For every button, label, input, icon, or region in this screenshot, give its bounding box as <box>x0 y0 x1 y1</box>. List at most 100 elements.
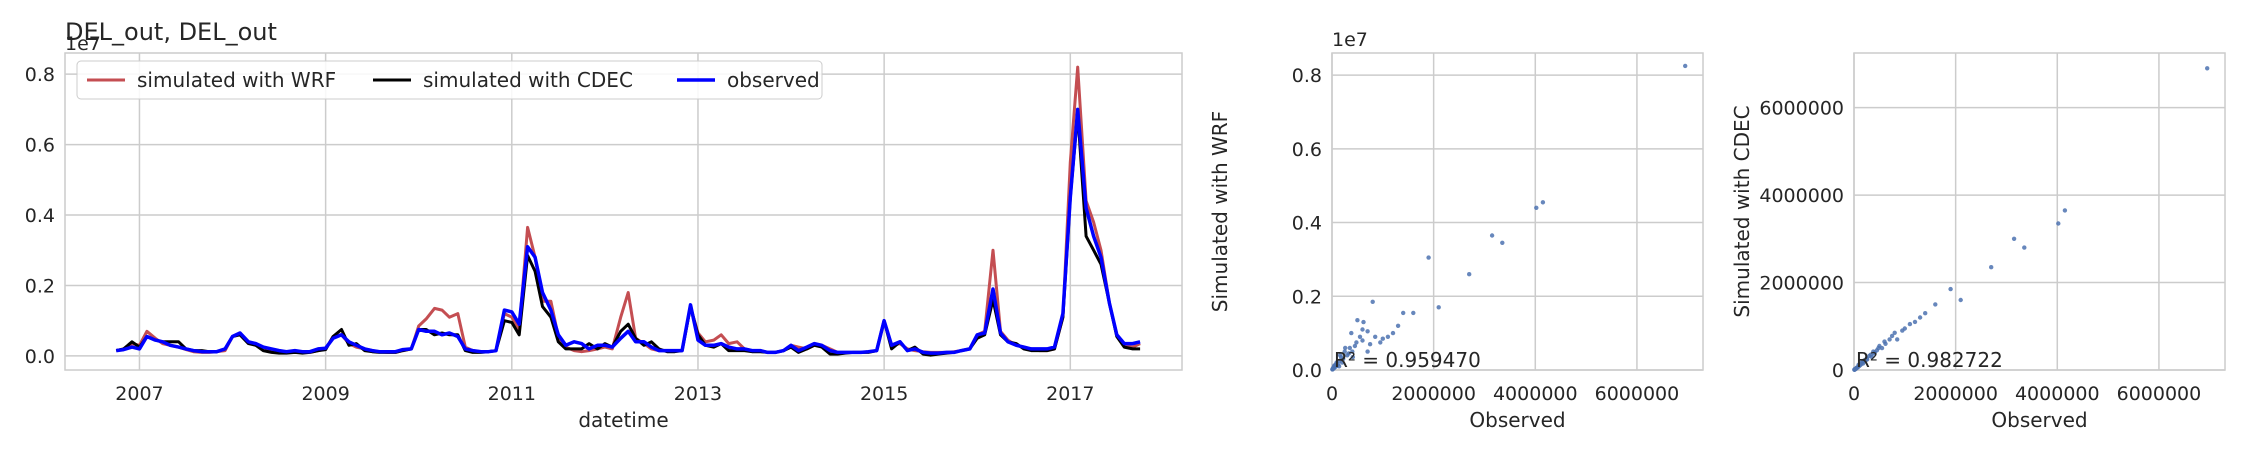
scatter-point <box>1352 343 1358 349</box>
scatter-point <box>1858 362 1864 367</box>
scatter-point <box>1378 340 1383 345</box>
scatter-point <box>1436 305 1441 310</box>
scatter-point <box>1872 350 1878 355</box>
x-tick-label: 2000000 <box>1391 383 1476 405</box>
y-tick-label: 2000000 <box>1759 273 1844 295</box>
x-tick-label: 0 <box>1848 383 1860 405</box>
x-tick-label: 2007 <box>115 383 163 405</box>
series-line-2 <box>115 107 1141 355</box>
scatter-point <box>1883 341 1888 346</box>
x-tick-label: 4000000 <box>2015 383 2100 405</box>
wrf-scatter-panel: 0 2000000 4000000 6000000 0.0 0.2 0.4 0.6 0.8 Obs… <box>1208 29 1704 432</box>
legend-label: observed <box>727 68 820 92</box>
y-tick-label: 0.2 <box>1292 286 1322 308</box>
x-axis-label: Observed <box>1991 408 2087 432</box>
scatter-point <box>1349 330 1354 336</box>
scatter-point <box>1895 337 1900 342</box>
x-axis-label: datetime <box>578 408 668 432</box>
scatter-point <box>1385 334 1391 339</box>
scatter-point <box>1365 329 1370 334</box>
y-tick-label: 6000000 <box>1759 98 1844 120</box>
x-tick-label: 6000000 <box>1595 383 1680 405</box>
y-tick-label: 0.8 <box>1292 65 1322 87</box>
x-tick-label: 2009 <box>301 383 349 405</box>
scatter-point <box>1892 330 1897 335</box>
scatter-point <box>1426 255 1431 260</box>
scatter-point <box>1907 321 1913 327</box>
scatter-point <box>1357 334 1363 339</box>
y-tick-label: 0.0 <box>1292 360 1322 382</box>
scatter-point <box>2011 236 2017 241</box>
x-tick-label: 4000000 <box>1493 383 1578 405</box>
scatter-point <box>1395 323 1401 328</box>
scatter-point <box>1367 342 1373 347</box>
x-tick-label: 2015 <box>860 383 908 405</box>
scatter-point <box>1852 367 1857 372</box>
scatter-point <box>1330 367 1335 372</box>
scatter-point <box>1912 319 1918 325</box>
scatter-point <box>1958 297 1963 303</box>
scatter-point <box>1346 351 1352 356</box>
y-offset-text: 1e7 <box>65 33 101 55</box>
scatter-point <box>2062 208 2068 213</box>
x-tick-label: 6000000 <box>2117 383 2202 405</box>
y-tick-label: 0.6 <box>25 135 55 157</box>
y-axis-label: Simulated with WRF <box>1208 111 1232 312</box>
r-squared-annotation: R² = 0.959470 <box>1334 348 1481 372</box>
scatter-point <box>1355 318 1360 323</box>
scatter-point <box>1500 240 1505 245</box>
y-tick-label: 0.0 <box>25 346 55 368</box>
scatter-point <box>1347 345 1353 351</box>
scatter-point <box>1360 327 1365 332</box>
scatter-point <box>1336 364 1342 369</box>
scatter-point <box>1540 200 1546 205</box>
y-tick-label: 0.6 <box>1292 139 1322 161</box>
legend: simulated with WRF simulated with CDEC obs… <box>76 60 823 100</box>
chart-title: DEL_out, DEL_out <box>65 18 277 46</box>
y-tick-label: 0.4 <box>1292 213 1322 235</box>
scatter-point <box>2022 245 2027 250</box>
x-tick-label: 2013 <box>674 383 722 405</box>
y-offset-text: 1e7 <box>1332 29 1368 51</box>
scatter-point <box>1879 345 1885 351</box>
series-line-0 <box>115 65 1141 354</box>
legend-box <box>76 60 823 100</box>
scatter-point <box>1889 333 1895 339</box>
scatter-point <box>1365 349 1370 354</box>
scatter-point <box>1361 319 1366 325</box>
r-squared-annotation: R² = 0.982722 <box>1856 348 2003 372</box>
y-tick-label: 0.2 <box>25 275 55 297</box>
x-tick-label: 2017 <box>1046 383 1094 405</box>
scatter-point <box>1948 286 1953 292</box>
x-tick-label: 0 <box>1326 383 1338 405</box>
legend-label: simulated with CDEC <box>423 68 633 92</box>
scatter-point <box>1917 315 1923 320</box>
scatter-point <box>2205 66 2210 71</box>
scatter-point <box>1411 310 1416 316</box>
scatter-point <box>1354 340 1359 345</box>
scatter-point <box>1467 272 1472 277</box>
legend-label: simulated with WRF <box>137 68 336 92</box>
scatter-point <box>1350 354 1356 360</box>
scatter-point <box>1923 311 1928 316</box>
x-axis-label: Observed <box>1469 408 1565 432</box>
y-tick-label: 0 <box>1832 360 1844 382</box>
scatter-point <box>1390 330 1396 336</box>
scatter-point <box>1868 352 1874 357</box>
scatter-point <box>1401 310 1406 316</box>
scatter-point <box>1876 345 1881 351</box>
timeseries-panel: 2007 2009 2011 2013 2015 2017 0.0 0.2 0.4 0.6 0.8 d… <box>25 18 1183 432</box>
scatter-point <box>1370 299 1375 304</box>
scatter-point <box>1887 337 1892 342</box>
scatter-point <box>1337 353 1343 358</box>
scatter-point <box>1360 338 1365 343</box>
scatter-point <box>1343 345 1348 351</box>
scatter-point <box>1534 205 1539 210</box>
plot-frame <box>1331 52 1704 371</box>
scatter-point <box>1902 326 1908 331</box>
scatter-point <box>1380 336 1386 341</box>
scatter-point <box>1865 357 1870 362</box>
scatter-point <box>1989 265 1994 270</box>
plot-frame <box>1853 52 2226 371</box>
